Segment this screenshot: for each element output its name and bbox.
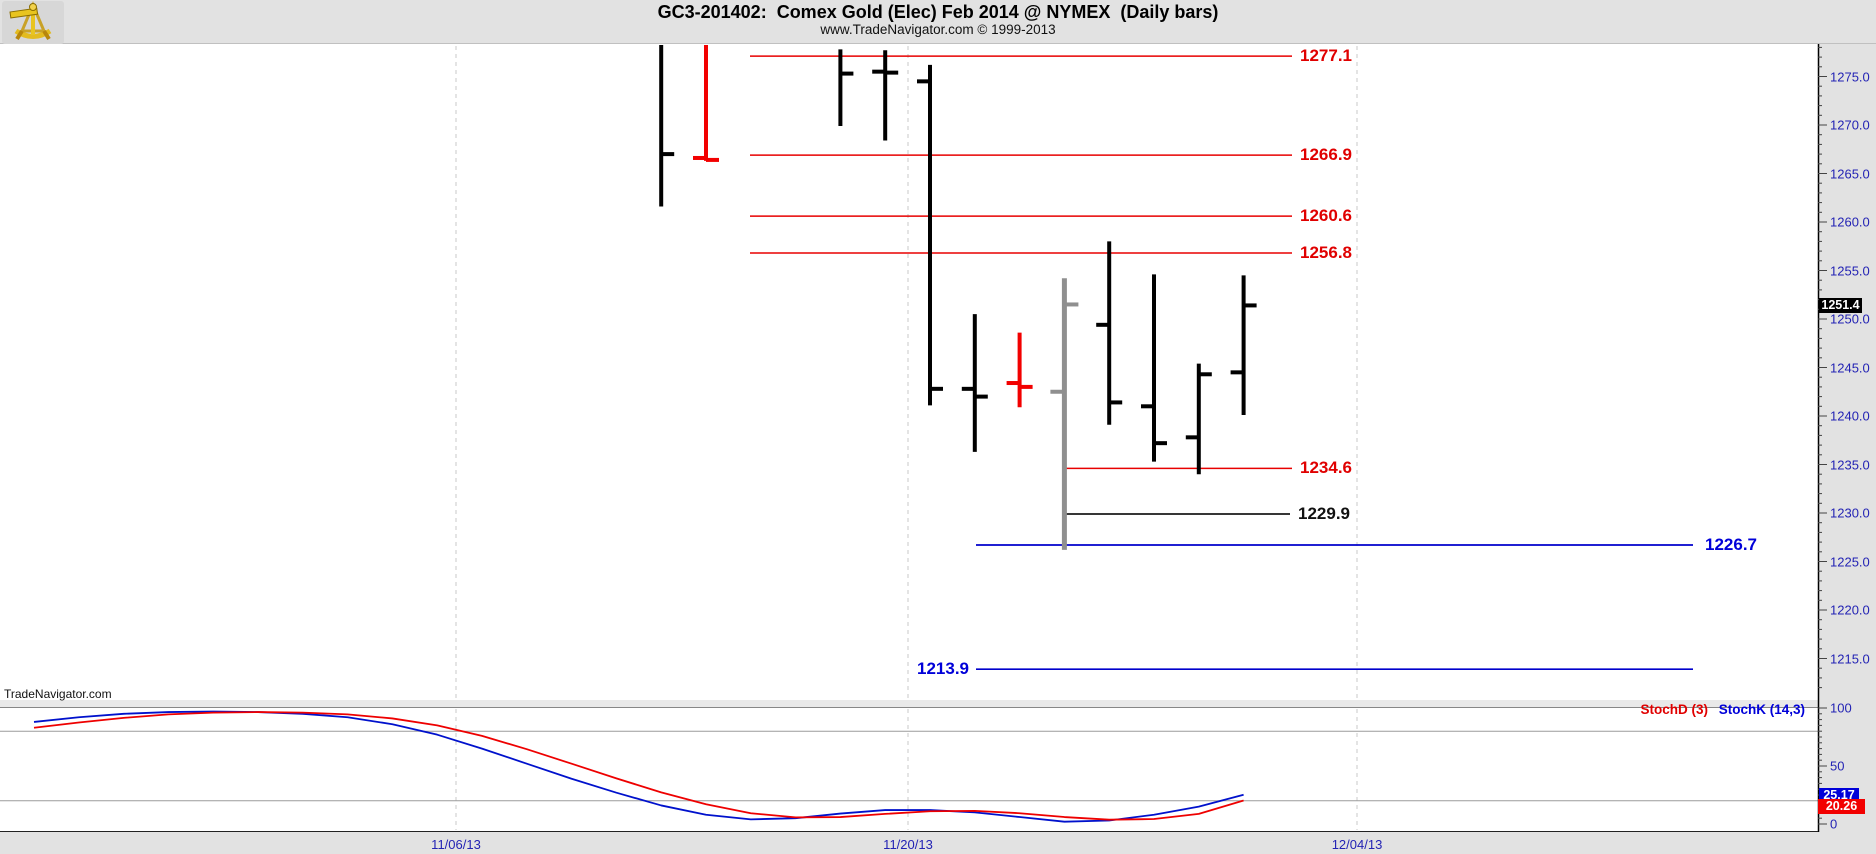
chart-header: GC3-201402: Comex Gold (Elec) Feb 2014 @…: [0, 0, 1876, 44]
indicator-label-stochd[interactable]: StochD (3): [1640, 702, 1709, 717]
price-bars: [659, 45, 1257, 550]
indicator-label-stochk[interactable]: StochK (14,3): [1718, 702, 1805, 717]
stochastic-curves: [33, 710, 1244, 823]
date-axis-strip[interactable]: [0, 832, 1876, 854]
stoch-line: [33, 710, 1244, 823]
chart-subtitle: www.TradeNavigator.com © 1999-2013: [820, 22, 1056, 37]
stoch-line: [33, 711, 1244, 821]
trade-navigator-logo-icon: [2, 1, 64, 44]
price-axis-strip[interactable]: [1818, 44, 1876, 854]
chart-title: GC3-201402: Comex Gold (Elec) Feb 2014 @…: [657, 2, 1219, 22]
panel-separator: [0, 700, 1818, 707]
